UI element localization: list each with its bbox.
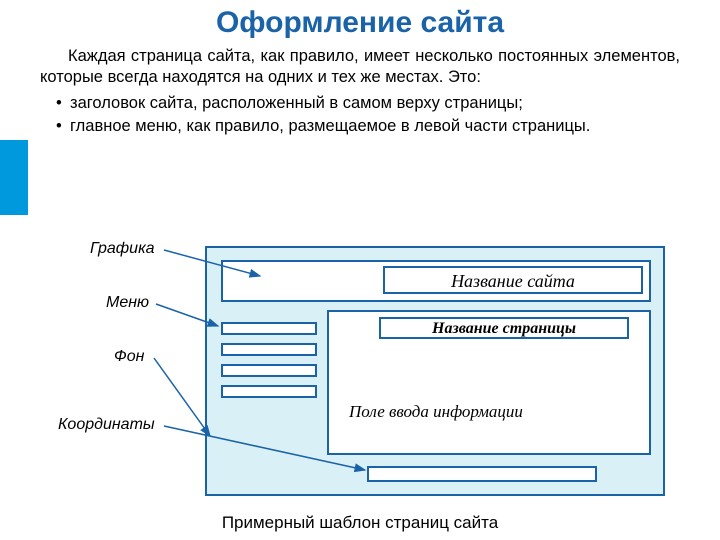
side-accent-stripe bbox=[0, 140, 28, 215]
menu-column bbox=[221, 322, 317, 406]
page-title: Оформление сайта bbox=[0, 0, 720, 40]
page-title-box: Название страницы bbox=[379, 317, 629, 339]
menu-item bbox=[221, 343, 317, 356]
callout-labels: Графика Меню Фон Координаты bbox=[0, 236, 200, 506]
label-menu: Меню bbox=[106, 294, 149, 312]
content-area: Название страницы Поле ввода информации bbox=[327, 310, 651, 455]
site-title-box: Название сайта bbox=[383, 266, 643, 294]
bullet-text: заголовок сайта, расположенный в самом в… bbox=[70, 94, 523, 112]
bullet-text: главное меню, как правило, размещаемое в… bbox=[70, 117, 590, 135]
banner-area: Название сайта bbox=[221, 260, 651, 302]
menu-item bbox=[221, 364, 317, 377]
input-area-label: Поле ввода информации bbox=[349, 402, 523, 422]
list-item: •заголовок сайта, расположенный в самом … bbox=[56, 93, 680, 114]
menu-item bbox=[221, 385, 317, 398]
bullet-list: •заголовок сайта, расположенный в самом … bbox=[0, 87, 720, 136]
intro-paragraph: Каждая страница сайта, как правило, имее… bbox=[0, 40, 720, 87]
label-graphics: Графика bbox=[90, 240, 155, 258]
coordinates-box bbox=[367, 466, 597, 482]
label-coords: Координаты bbox=[58, 416, 155, 434]
site-template-mock: Название сайта Название страницы Поле вв… bbox=[205, 246, 665, 496]
intro-text: Каждая страница сайта, как правило, имее… bbox=[40, 47, 680, 86]
diagram-area: Графика Меню Фон Координаты Название сай… bbox=[0, 236, 720, 506]
label-background: Фон bbox=[114, 348, 144, 366]
list-item: •главное меню, как правило, размещаемое … bbox=[56, 116, 680, 137]
figure-caption: Примерный шаблон страниц сайта bbox=[0, 513, 720, 533]
menu-item bbox=[221, 322, 317, 335]
